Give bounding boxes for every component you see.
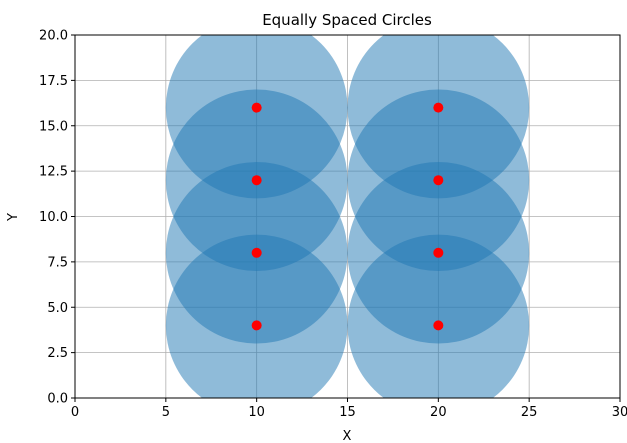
y-tick-label: 5.0: [47, 301, 68, 316]
center-point: [251, 175, 262, 186]
x-tick-label: 10: [248, 405, 265, 420]
center-point: [433, 320, 444, 331]
circle-mark: [347, 35, 530, 199]
y-tick-label: 17.5: [39, 74, 68, 89]
y-tick-label: 0.0: [47, 392, 68, 407]
center-point: [251, 247, 262, 258]
y-tick-label: 12.5: [39, 165, 68, 180]
grid-lines: [74, 34, 621, 399]
center-point: [251, 102, 262, 113]
x-tick-label: 25: [521, 405, 538, 420]
y-tick-label: 7.5: [47, 255, 68, 270]
center-point: [251, 320, 262, 331]
axis-ticks: 0 5 10 15 20 25 30 0.0 2.5 5.0 7.5 10.0 12.5 15.0 17.5…: [39, 29, 627, 421]
center-points: [251, 102, 444, 331]
center-point: [433, 175, 444, 186]
x-tick-label: 30: [612, 405, 627, 420]
chart-title: Equally Spaced Circles: [262, 11, 432, 29]
x-tick-label: 15: [339, 405, 356, 420]
y-axis-label: Y: [6, 213, 21, 222]
x-axis-label: X: [343, 429, 352, 443]
center-point: [433, 102, 444, 113]
y-tick-label: 20.0: [39, 29, 68, 44]
x-tick-label: 5: [162, 405, 170, 420]
x-tick-label: 0: [71, 405, 79, 420]
y-tick-label: 2.5: [47, 346, 68, 361]
x-tick-label: 20: [430, 405, 447, 420]
y-tick-label: 10.0: [39, 210, 68, 225]
circle-mark: [165, 35, 348, 199]
center-point: [433, 247, 444, 258]
y-tick-label: 15.0: [39, 119, 68, 134]
